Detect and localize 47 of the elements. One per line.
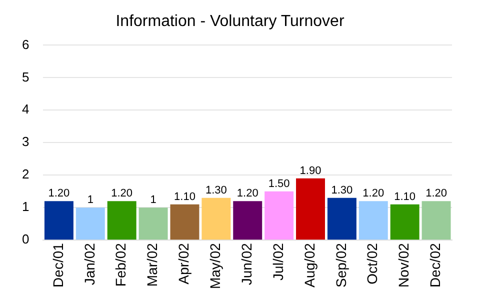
y-tick-label: 4 <box>22 102 30 117</box>
data-label: 1.50 <box>268 178 290 190</box>
x-tick-label: Jul/02 <box>270 242 286 280</box>
data-label: 1.10 <box>174 190 196 203</box>
bar <box>138 208 168 240</box>
bar <box>170 204 200 240</box>
x-tick-label: Feb/02 <box>112 242 129 287</box>
y-tick-label: 5 <box>22 69 30 84</box>
y-tick-label: 6 <box>22 36 30 52</box>
x-tick-label: Oct/02 <box>364 242 380 284</box>
data-label: 1.10 <box>394 190 416 203</box>
bar <box>422 201 451 240</box>
bar <box>107 201 136 240</box>
x-tick-label: May/02 <box>207 242 224 290</box>
x-tick-label: Mar/02 <box>144 242 160 287</box>
data-label: 1.30 <box>331 184 353 196</box>
data-label: 1.90 <box>300 164 322 177</box>
bar <box>76 208 105 240</box>
data-label: 1.20 <box>426 188 447 200</box>
x-tick-label: Dec/02 <box>427 242 444 288</box>
data-label: 1.20 <box>362 188 384 200</box>
bar <box>390 204 420 240</box>
y-tick-label: 3 <box>22 134 30 150</box>
y-tick-label: 1 <box>22 199 30 214</box>
y-tick-label: 2 <box>22 166 30 182</box>
bar <box>327 198 356 240</box>
x-tick-label: Nov/02 <box>396 242 412 288</box>
bar <box>264 191 294 240</box>
x-tick-label: Apr/02 <box>176 242 192 284</box>
x-tick-label: Jan/02 <box>81 242 98 286</box>
bar <box>358 201 388 240</box>
x-tick-label: Jun/02 <box>238 242 254 286</box>
data-label: 1.30 <box>205 184 227 196</box>
data-label: 1.20 <box>111 188 133 200</box>
bar <box>44 201 74 240</box>
bar <box>233 201 262 240</box>
x-tick-label: Sep/02 <box>332 242 349 288</box>
chart-title: Information - Voluntary Turnover <box>116 13 345 30</box>
data-label: 1.20 <box>236 188 258 200</box>
data-label: 1 <box>87 194 94 206</box>
x-tick-label: Aug/02 <box>301 242 318 288</box>
data-label: 1.20 <box>48 188 70 200</box>
y-tick-label: 0 <box>22 232 30 247</box>
data-label: 1 <box>150 194 156 206</box>
bar <box>296 178 325 240</box>
bar <box>202 198 231 240</box>
x-tick-label: Dec/01 <box>50 242 66 288</box>
